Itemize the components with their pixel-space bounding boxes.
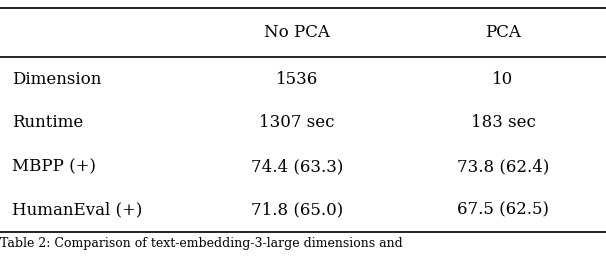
Text: PCA: PCA [485,24,521,41]
Text: HumanEval (+): HumanEval (+) [12,202,142,219]
Text: 67.5 (62.5): 67.5 (62.5) [457,202,549,219]
Text: Runtime: Runtime [12,114,84,131]
Text: Table 2: Comparison of text-embedding-3-large dimensions and: Table 2: Comparison of text-embedding-3-… [0,237,403,250]
Text: 73.8 (62.4): 73.8 (62.4) [457,158,549,175]
Text: 183 sec: 183 sec [470,114,536,131]
Text: 71.8 (65.0): 71.8 (65.0) [251,202,343,219]
Text: 1307 sec: 1307 sec [259,114,335,131]
Text: 74.4 (63.3): 74.4 (63.3) [251,158,343,175]
Text: MBPP (+): MBPP (+) [12,158,96,175]
Text: No PCA: No PCA [264,24,330,41]
Text: Dimension: Dimension [12,70,101,87]
Text: 1536: 1536 [276,70,318,87]
Text: 10: 10 [492,70,514,87]
